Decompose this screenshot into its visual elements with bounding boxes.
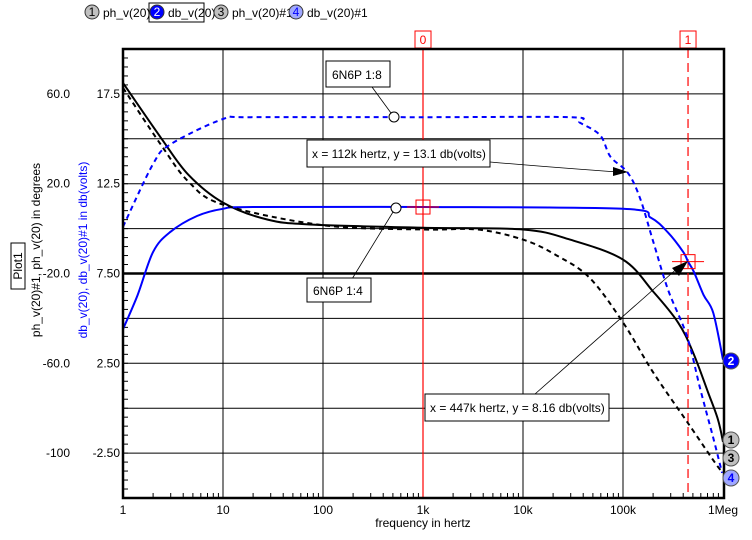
x-tick-label: 100k xyxy=(610,503,637,517)
x-tick-label: 10k xyxy=(513,503,533,517)
annotation-6n6p-1-4[interactable]: 6N6P 1:4 xyxy=(306,202,402,303)
readout-annotation-2[interactable]: x = 447k hertz, y = 8.16 db(volts) xyxy=(424,261,688,422)
legend-item-db-v-20-1[interactable]: 4 db_v(20)#1 xyxy=(288,4,368,20)
readout-text: x = 447k hertz, y = 8.16 db(volts) xyxy=(430,401,605,415)
y-deg-tick-label: -100 xyxy=(46,446,70,460)
y-db-tick-label: 12.5 xyxy=(97,177,121,191)
legend-item-ph-v-20-[interactable]: 1 ph_v(20) xyxy=(84,4,150,20)
annotation-6n6p-1-8[interactable]: 6N6P 1:8 xyxy=(325,60,400,123)
y-deg-tick-label: -60.0 xyxy=(43,356,71,370)
y-db-tick-label: 7.50 xyxy=(97,267,121,281)
cursor-label: 1 xyxy=(685,33,692,47)
y-deg-tick-label: -20.0 xyxy=(43,267,71,281)
readout-text: x = 112k hertz, y = 13.1 db(volts) xyxy=(312,147,486,161)
legend-number: 3 xyxy=(218,5,225,19)
legend-label: db_v(20)#1 xyxy=(307,6,368,20)
legend: 1 ph_v(20) 2 db_v(20) 3 ph_v(20)#1 4 db_v(20)#1 xyxy=(84,2,368,23)
y-axis-label-phase: ph_v(20)#1, ph_v(20) in degrees xyxy=(29,163,43,337)
legend-label: ph_v(20)#1 xyxy=(232,6,293,20)
marker-circle xyxy=(388,111,400,123)
y-axis-label-db: db_v(20), db_v(20)#1 in db(volts) xyxy=(76,162,90,339)
x-tick-label: 1Meg xyxy=(708,503,738,517)
x-tick-label: 100 xyxy=(313,503,333,517)
plot-name-box[interactable]: Plot1 xyxy=(10,242,26,290)
legend-trace-icon xyxy=(84,4,100,20)
y-deg-tick-label: 20.0 xyxy=(47,177,71,191)
x-tick-label: 1k xyxy=(417,503,431,517)
arrow-head-icon xyxy=(613,167,628,176)
series-line-db-v-20-[interactable] xyxy=(122,205,724,360)
trace-number: 1 xyxy=(728,433,735,447)
trace-end-label-1[interactable]: 1 xyxy=(722,431,740,449)
legend-number: 2 xyxy=(154,5,161,19)
plot-frame xyxy=(121,47,726,500)
axis-ticks: 1 10 100 1k 10k 100k 1Meg 60.0 20.0 -20.0 -60.0 -10… xyxy=(43,48,738,517)
annotation-label: 6N6P 1:8 xyxy=(332,68,382,82)
series-line-ph-v-20-1[interactable] xyxy=(122,87,724,473)
cursor-crosshair xyxy=(407,199,439,215)
trace-end-label-4[interactable]: 4 xyxy=(722,469,740,487)
cursor-crosshair xyxy=(672,254,705,270)
marker-circle xyxy=(390,202,402,214)
legend-label: db_v(20) xyxy=(168,6,215,20)
x-tick-label: 1 xyxy=(120,503,127,517)
y-db-tick-label: 17.5 xyxy=(97,87,121,101)
plot-name: Plot1 xyxy=(11,252,25,280)
legend-trace-icon xyxy=(149,4,165,20)
legend-trace-icon xyxy=(288,4,304,20)
legend-number: 1 xyxy=(89,5,96,19)
cursor-label: 0 xyxy=(420,33,427,47)
legend-trace-icon xyxy=(213,4,229,20)
y-db-tick-label: -2.50 xyxy=(93,446,121,460)
annotation-label: 6N6P 1:4 xyxy=(313,284,363,298)
legend-selection-box xyxy=(148,2,205,23)
trace-end-label-3[interactable]: 3 xyxy=(722,449,740,467)
trace-number: 3 xyxy=(728,451,735,465)
y-deg-tick-label: 60.0 xyxy=(47,87,71,101)
trace-number: 2 xyxy=(728,354,735,368)
legend-item-ph-v-20-1[interactable]: 3 ph_v(20)#1 xyxy=(213,4,293,20)
trace-number: 4 xyxy=(728,471,735,485)
series-line-db-v-20-1[interactable] xyxy=(122,115,724,474)
x-axis-label: frequency in hertz xyxy=(375,516,470,530)
legend-label: ph_v(20) xyxy=(103,6,150,20)
readout-annotation-1[interactable]: x = 112k hertz, y = 13.1 db(volts) xyxy=(306,139,628,176)
series-line-ph-v-20-[interactable] xyxy=(122,82,724,443)
series xyxy=(122,82,724,474)
trace-end-label-2[interactable]: 2 xyxy=(722,352,740,370)
x-tick-label: 10 xyxy=(216,503,230,517)
trace-end-labels: 3 1 4 2 xyxy=(722,352,740,487)
arrow-head-icon xyxy=(672,261,688,276)
cursor-0[interactable]: 0 xyxy=(414,30,432,498)
legend-item-db-v-20-[interactable]: 2 db_v(20) xyxy=(148,2,215,23)
legend-number: 4 xyxy=(293,5,300,19)
y-db-tick-label: 2.50 xyxy=(97,356,121,370)
